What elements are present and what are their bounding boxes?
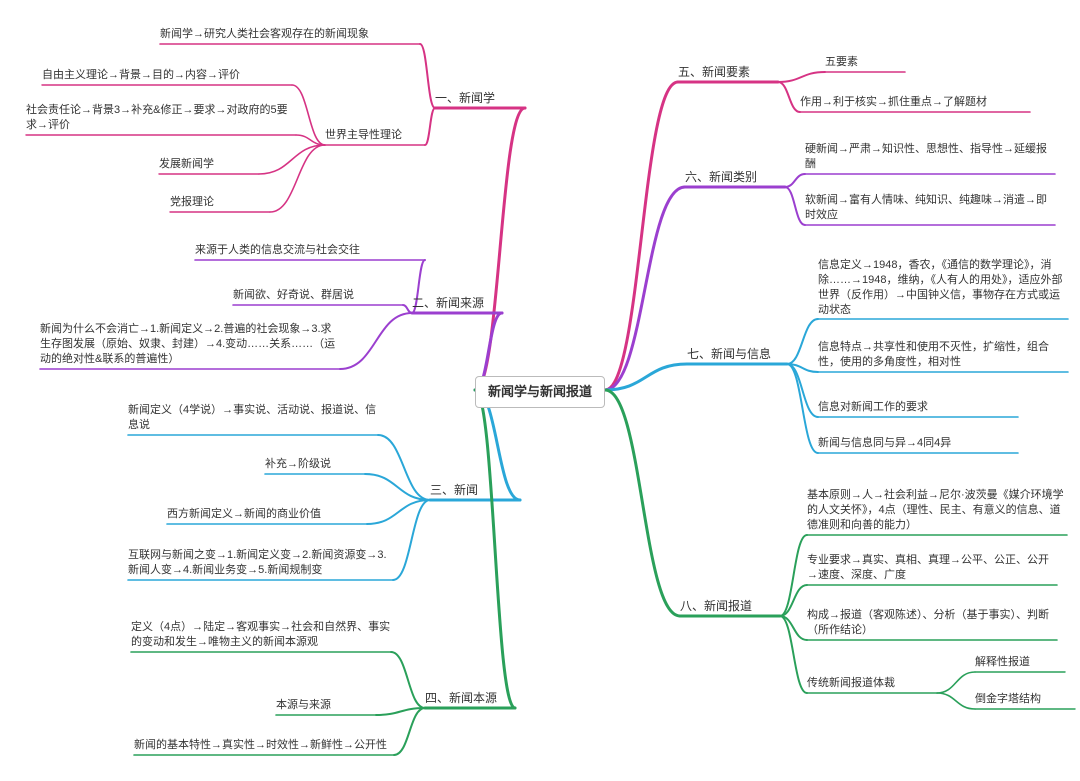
leaf-node: 软新闻→富有人情味、纯知识、纯趣味→消遣→即时效应 [805, 193, 1055, 223]
leaf-node: 世界主导性理论 [325, 128, 425, 143]
leaf-node: 作用→利于核实→抓住重点→了解题材 [800, 95, 1030, 110]
leaf-node: 新闻的基本特性→真实性→时效性→新鲜性→公开性 [134, 738, 394, 753]
branch-label: 七、新闻与信息 [687, 346, 787, 362]
leaf-node: 信息定义→1948，香农，《通信的数学理论》，消除……→1948，维纳，《人有人… [818, 258, 1068, 317]
leaf-node: 传统新闻报道体裁 [807, 676, 937, 691]
leaf-node: 五要素 [825, 55, 905, 70]
leaf-node: 自由主义理论→背景→目的→内容→评价 [42, 68, 292, 83]
leaf-node: 硬新闻→严肃→知识性、思想性、指导性→延缓报酬 [805, 142, 1055, 172]
leaf-node: 发展新闻学 [159, 157, 259, 172]
leaf-node: 解释性报道 [975, 655, 1065, 670]
leaf-node: 新闻与信息同与异→4同4异 [818, 436, 1018, 451]
leaf-node: 定义（4点）→陆定→客观事实→社会和自然界、事实的变动和发生→唯物主义的新闻本源… [131, 620, 391, 650]
leaf-node: 基本原则→人→社会利益→尼尔·波茨曼《媒介环境学的人文关怀》，4点（理性、民主、… [807, 488, 1067, 533]
leaf-node: 信息对新闻工作的要求 [818, 400, 1018, 415]
leaf-node: 社会责任论→背景3→补充&修正→要求→对政府的5要求→评价 [26, 103, 296, 133]
leaf-node: 专业要求→真实、真相、真理→公平、公正、公开→速度、深度、广度 [807, 553, 1057, 583]
branch-label: 四、新闻本源 [425, 690, 515, 706]
leaf-node: 新闻欲、好奇说、群居说 [233, 288, 403, 303]
leaf-node: 党报理论 [170, 195, 270, 210]
branch-label: 一、新闻学 [435, 90, 525, 106]
leaf-node: 西方新闻定义→新闻的商业价值 [167, 507, 367, 522]
leaf-node: 新闻学→研究人类社会客观存在的新闻现象 [160, 27, 420, 42]
leaf-node: 构成→报道（客观陈述）、分析（基于事实）、判断（所作结论） [807, 608, 1057, 638]
leaf-node: 倒金字塔结构 [975, 692, 1075, 707]
branch-label: 二、新闻来源 [412, 295, 502, 311]
branch-label: 三、新闻 [430, 482, 520, 498]
leaf-node: 来源于人类的信息交流与社会交往 [195, 243, 425, 258]
leaf-node: 新闻为什么不会消亡→1.新闻定义→2.普遍的社会现象→3.求生存图发展（原始、奴… [40, 322, 340, 367]
leaf-node: 互联网与新闻之变→1.新闻定义变→2.新闻资源变→3.新闻人变→4.新闻业务变→… [128, 548, 393, 578]
leaf-node: 新闻定义（4学说）→事实说、活动说、报道说、信息说 [128, 403, 378, 433]
branch-label: 五、新闻要素 [678, 64, 778, 80]
mindmap-center: 新闻学与新闻报道 [475, 376, 605, 408]
leaf-node: 补充→阶级说 [265, 457, 365, 472]
branch-label: 六、新闻类别 [685, 169, 785, 185]
leaf-node: 本源与来源 [276, 698, 376, 713]
branch-label: 八、新闻报道 [680, 598, 780, 614]
leaf-node: 信息特点→共享性和使用不灭性，扩缩性，组合性，使用的多角度性，相对性 [818, 340, 1068, 370]
